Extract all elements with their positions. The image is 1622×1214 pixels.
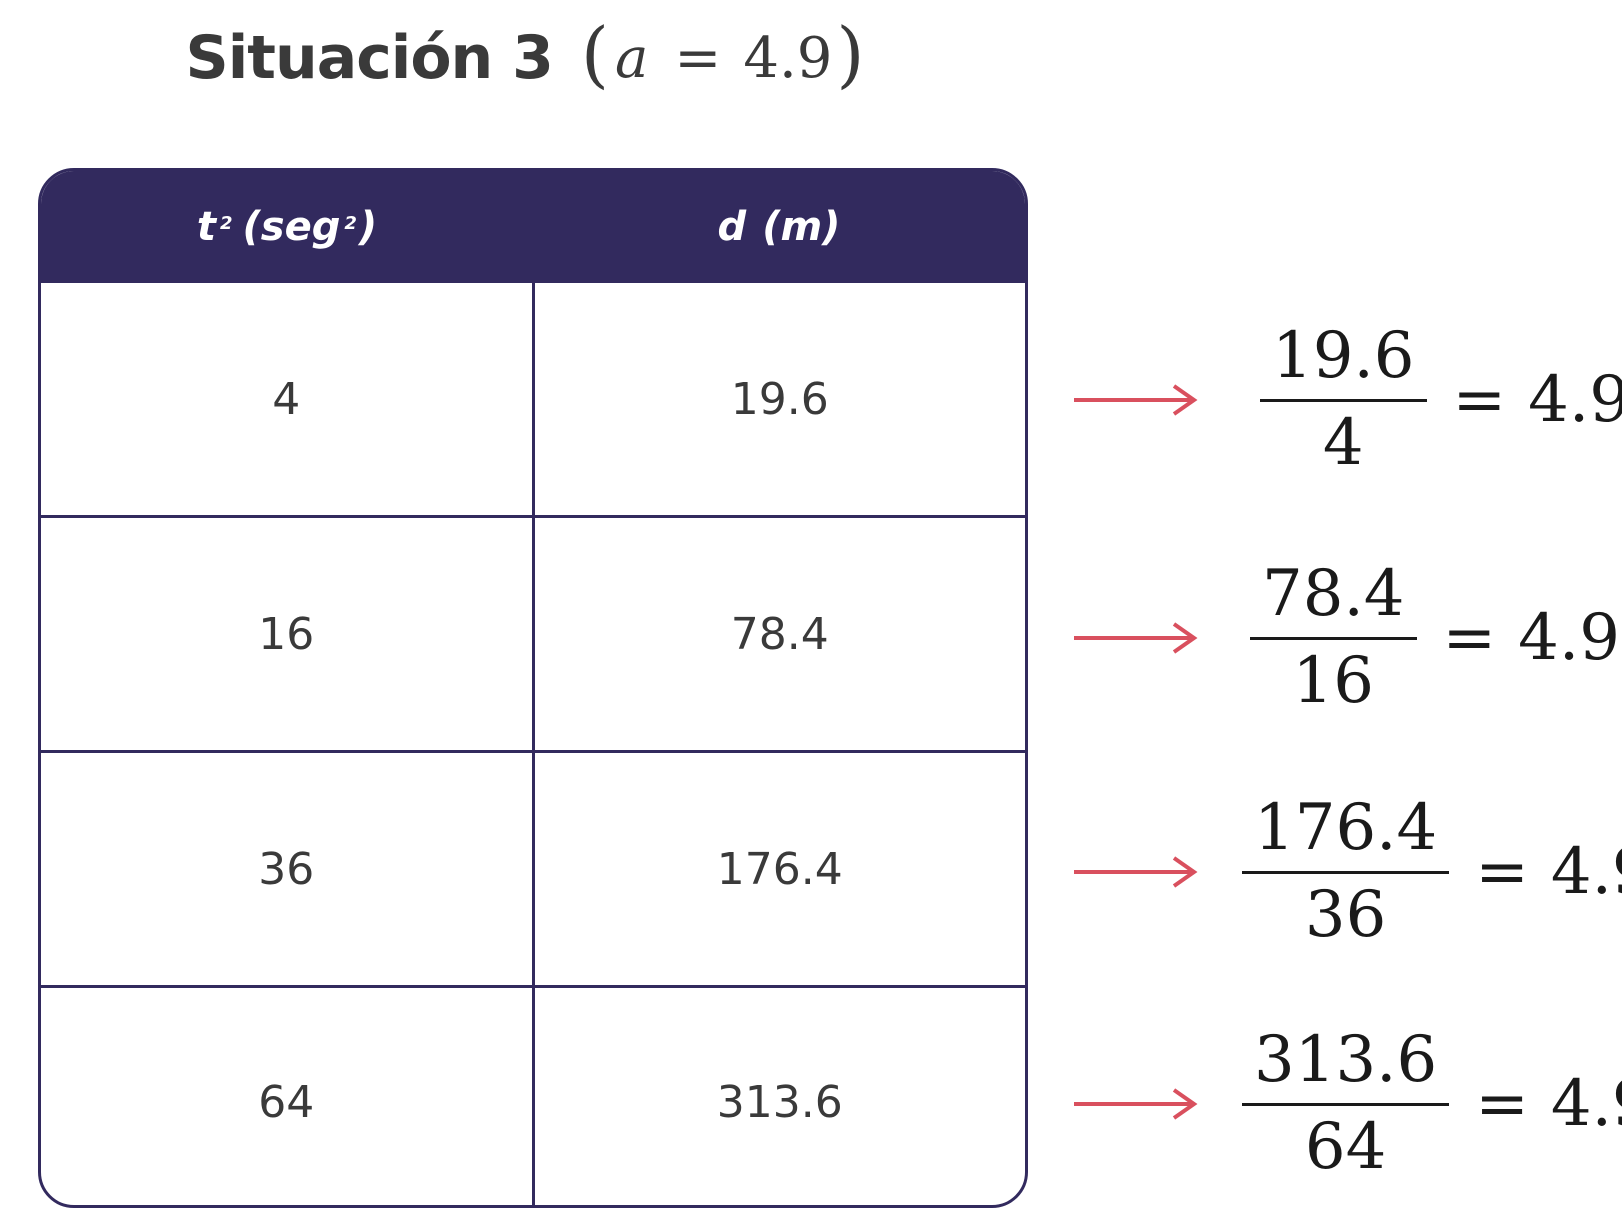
header-t-base: t (196, 204, 216, 250)
table-row: 36 176.4 (41, 753, 1025, 988)
header-distance: d (m) (533, 171, 1025, 283)
calculation-row: 313.6 64 = 4.9 (1070, 1004, 1622, 1204)
header-t-unit-sup: 2 (344, 212, 357, 234)
data-table: t 2 (seg 2 ) d (m) 4 19.6 16 78.4 36 176… (38, 168, 1028, 1208)
cell-t-squared: 36 (41, 753, 535, 985)
table-header: t 2 (seg 2 ) d (m) (41, 171, 1025, 283)
title-formula-var: a (615, 25, 649, 91)
calculation-row: 176.4 36 = 4.9 (1070, 772, 1622, 972)
equals-sign: = (1452, 363, 1507, 437)
equals-sign: = (1475, 1067, 1529, 1141)
fraction-bar (1242, 1102, 1450, 1106)
fraction-bar (1250, 636, 1417, 640)
result-value: 4.9 (1528, 363, 1622, 437)
title-formula-eq: = (674, 25, 722, 91)
title-formula-open: ( (580, 12, 609, 96)
header-t-sup: 2 (219, 212, 233, 234)
equals-sign: = (1442, 601, 1497, 675)
cell-distance: 313.6 (716, 1076, 843, 1128)
table-body: 4 19.6 16 78.4 36 176.4 64 313.6 (41, 283, 1025, 1205)
header-t-unit-close: ) (358, 204, 378, 250)
fraction-result: = 4.9 (1453, 363, 1622, 437)
arrow-right-icon (1074, 384, 1198, 416)
result-value: 4.9 (1550, 835, 1622, 909)
cell-t-squared: 64 (41, 988, 535, 1205)
fraction: 19.6 4 (1260, 323, 1427, 476)
fraction-denominator: 4 (1322, 405, 1364, 480)
equals-sign: = (1475, 835, 1529, 909)
arrow-right-icon (1074, 622, 1198, 654)
table-row: 4 19.6 (41, 283, 1025, 518)
title-formula-value: 4.9 (743, 25, 833, 91)
cell-t-squared: 16 (41, 518, 535, 750)
cell-distance: 176.4 (716, 843, 843, 895)
header-t-squared: t 2 (seg 2 ) (41, 171, 533, 283)
fraction-result: = 4.9 (1475, 1067, 1622, 1141)
title-text: Situación 3 (185, 23, 554, 93)
table-row: 64 313.6 (41, 988, 1025, 1205)
header-t-unit-open: (seg (242, 204, 341, 250)
fraction-equation: 176.4 36 =4.9 (1242, 795, 1622, 948)
fraction-bar (1242, 870, 1450, 874)
fraction-denominator: 36 (1304, 877, 1387, 952)
calculation-row: 19.6 4 = 4.9 (1070, 300, 1622, 500)
fraction: 78.4 16 (1250, 561, 1417, 714)
fraction-result: = 4.9 (1475, 835, 1622, 909)
fraction: 176.4 36 (1242, 791, 1450, 952)
cell-distance: 19.6 (730, 373, 829, 425)
title-formula-close: ) (836, 12, 865, 96)
cell-t-squared: 4 (41, 283, 535, 515)
fraction-equation: 313.6 64 =4.9 (1242, 1027, 1622, 1180)
fraction-numerator: 78.4 (1262, 557, 1405, 632)
fraction-numerator: 176.4 (1254, 791, 1438, 866)
fraction-equation: 78.4 16 = 4.9 (1250, 561, 1620, 714)
fraction-denominator: 16 (1292, 643, 1374, 718)
fraction: 313.6 64 (1242, 1023, 1450, 1184)
fraction-equation: 19.6 4 = 4.9 (1260, 323, 1622, 476)
result-value: 4.9 (1550, 1067, 1622, 1141)
arrow-right-icon (1074, 856, 1198, 888)
calculation-row: 78.4 16 = 4.9 (1070, 538, 1622, 738)
page-title: Situación 3 ( a = 4.9 ) (0, 8, 1050, 108)
fraction-result: = 4.9 (1443, 601, 1620, 675)
fraction-numerator: 313.6 (1254, 1023, 1438, 1098)
fraction-denominator: 64 (1304, 1109, 1387, 1184)
result-value: 4.9 (1518, 601, 1620, 675)
header-d-label: d (717, 204, 747, 250)
cell-distance: 78.4 (730, 608, 829, 660)
header-d-unit: (m) (762, 204, 841, 250)
arrow-right-icon (1074, 1088, 1198, 1120)
title-formula: ( a = 4.9 ) (581, 12, 865, 100)
table-row: 16 78.4 (41, 518, 1025, 753)
fraction-numerator: 19.6 (1272, 319, 1415, 394)
fraction-bar (1260, 398, 1427, 402)
